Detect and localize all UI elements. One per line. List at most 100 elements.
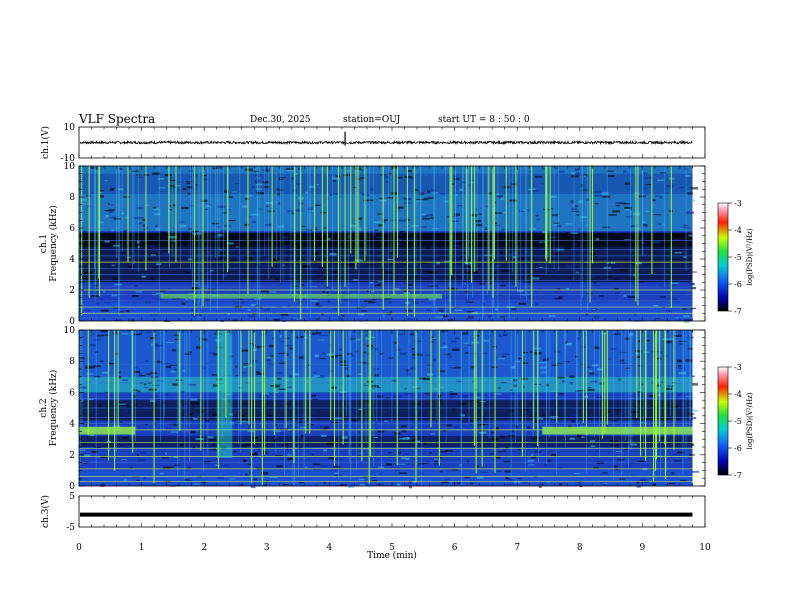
spectrogram-cell xyxy=(275,455,283,457)
spectrogram-cell xyxy=(528,253,532,257)
spectrogram-cell xyxy=(202,461,211,464)
spectrogram-cell xyxy=(256,192,265,195)
spectrogram-cell xyxy=(323,482,326,485)
spectrogram-cell xyxy=(276,401,284,404)
spectrogram-cell xyxy=(284,337,290,339)
spectrogram-cell xyxy=(179,221,185,223)
spectrogram-cell xyxy=(561,380,566,383)
spectrogram-cell xyxy=(496,195,504,197)
spectrogram-cell xyxy=(339,357,344,360)
colorbar-tick-label: -5 xyxy=(734,417,742,426)
spectrogram-cell xyxy=(453,240,460,243)
spectrogram-cell xyxy=(189,298,194,300)
spectrogram-cell xyxy=(466,460,470,463)
spectrogram-cell xyxy=(535,214,539,217)
spectrogram-cell xyxy=(291,212,295,215)
spectrogram-cell xyxy=(144,301,151,304)
spectrogram-cell xyxy=(228,196,233,198)
spectrogram-cell xyxy=(387,197,394,199)
spectrogram-cell xyxy=(354,223,357,225)
spectrogram-cell xyxy=(143,228,146,231)
spectrogram-cell xyxy=(604,276,613,278)
spectrogram-cell xyxy=(538,266,544,268)
spectrogram-cell xyxy=(287,457,294,461)
spectrogram-cell xyxy=(263,180,269,184)
spectrogram-cell xyxy=(242,205,248,208)
spectrogram-cell xyxy=(614,409,623,411)
spectrogram-cell xyxy=(593,284,601,286)
spectrogram-cell xyxy=(460,414,465,417)
spectrogram-cell xyxy=(152,384,160,386)
spectrogram-cell xyxy=(655,384,662,387)
spectrogram-cell xyxy=(394,341,398,344)
spectrogram-cell xyxy=(313,227,318,230)
spectrogram-cell xyxy=(261,169,265,171)
spectrogram-cell xyxy=(144,174,150,177)
spectrogram-cell xyxy=(593,190,601,193)
spectrogram-cell xyxy=(602,226,611,229)
spectrogram-cell xyxy=(84,366,90,369)
spectrogram-cell xyxy=(528,464,535,466)
spectrogram-cell xyxy=(261,290,269,293)
spectrogram-cell xyxy=(165,452,168,455)
spectrogram-cell xyxy=(165,365,171,369)
spectrogram-cell xyxy=(659,381,664,383)
spectrogram-cell xyxy=(379,197,384,200)
spectrogram-cell xyxy=(232,191,238,193)
spectrogram-cell xyxy=(252,312,258,315)
spectrogram-cell xyxy=(451,469,459,471)
spectrogram-cell xyxy=(145,423,148,425)
spectrogram-cell xyxy=(691,409,698,412)
spectrogram-cell xyxy=(496,470,502,473)
spectrogram-cell xyxy=(645,398,649,401)
spectrogram-cell xyxy=(252,252,256,254)
spectrogram-cell xyxy=(470,366,476,369)
spectrogram-cell xyxy=(88,398,94,401)
spectrogram-cell xyxy=(201,174,207,177)
spectrogram-cell xyxy=(439,470,443,473)
spectrogram-cell xyxy=(683,256,687,259)
spectrogram-cell xyxy=(470,423,475,426)
spectrogram-cell xyxy=(328,457,335,460)
spectrogram-cell xyxy=(584,366,592,369)
spectrogram-cell xyxy=(459,188,464,192)
spectrogram-cell xyxy=(624,208,630,211)
spectrogram-cell xyxy=(275,423,278,426)
spectrogram-cell xyxy=(208,439,216,441)
spectrogram-cell xyxy=(451,408,457,411)
spectrogram-cell xyxy=(421,213,429,216)
spectrogram-cell xyxy=(293,285,299,287)
spectrogram-cell xyxy=(134,249,137,252)
spectrogram-cell xyxy=(256,409,264,412)
spectrogram-cell xyxy=(572,248,578,251)
spectrogram-cell xyxy=(411,411,419,414)
spectrogram-cell xyxy=(345,374,352,378)
spectrogram-cell xyxy=(266,356,274,359)
spectrogram-cell xyxy=(271,337,276,340)
spectrogram-cell xyxy=(690,187,699,190)
spectrogram-cell xyxy=(539,366,548,369)
ch3-waveform-frame xyxy=(78,495,706,528)
spectrogram-cell xyxy=(266,205,270,208)
spectrogram-cell xyxy=(450,280,456,283)
spectrogram-cell xyxy=(217,233,223,237)
spectrogram-cell xyxy=(398,463,406,465)
spectrogram-cell xyxy=(254,179,262,182)
spectrogram-cell xyxy=(537,288,543,291)
spectrogram-cell xyxy=(464,352,470,354)
spectrogram-cell xyxy=(131,170,140,172)
spectrogram-cell xyxy=(439,346,448,349)
ch1-ytick-label: 10 xyxy=(64,123,76,133)
spectrogram-cell xyxy=(598,382,605,385)
spectrogram-cell xyxy=(313,252,319,255)
spectrogram-cell xyxy=(387,258,395,261)
spectrogram-cell xyxy=(620,268,628,272)
spectrogram-cell xyxy=(156,263,162,266)
spectrogram-cell xyxy=(651,199,656,202)
spectrogram-cell xyxy=(534,449,537,452)
spectrogram-cell xyxy=(245,168,254,171)
spectrogram-cell xyxy=(619,202,627,205)
spectrogram-cell xyxy=(478,244,482,246)
spectrogram-cell xyxy=(315,332,321,335)
spectrogram-cell xyxy=(512,252,516,255)
